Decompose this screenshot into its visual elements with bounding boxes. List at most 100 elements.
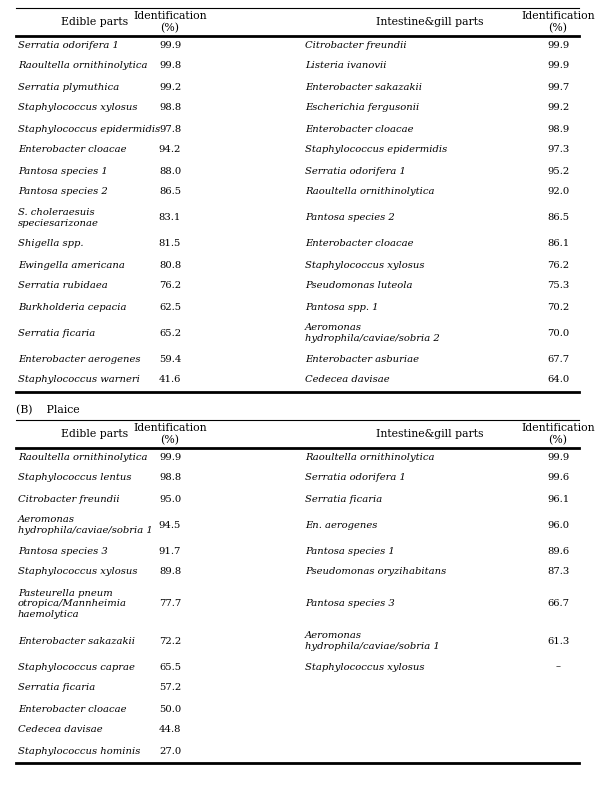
Text: 99.8: 99.8	[159, 62, 181, 70]
Text: Aeromonas
hydrophila/caviae/sobria 2: Aeromonas hydrophila/caviae/sobria 2	[305, 324, 440, 343]
Text: Identification
(%): Identification (%)	[133, 423, 207, 445]
Text: 99.9: 99.9	[547, 452, 569, 461]
Text: Cedecea davisae: Cedecea davisae	[305, 376, 390, 384]
Text: Burkholderia cepacia: Burkholderia cepacia	[18, 302, 127, 312]
Text: 64.0: 64.0	[547, 376, 569, 384]
Text: Staphylococcus xylosus: Staphylococcus xylosus	[18, 104, 137, 112]
Text: Staphylococcus hominis: Staphylococcus hominis	[18, 747, 140, 755]
Text: 98.8: 98.8	[159, 104, 181, 112]
Text: Pseudomonas oryzihabitans: Pseudomonas oryzihabitans	[305, 567, 446, 577]
Text: Aeromonas
hydrophila/caviae/sobria 1: Aeromonas hydrophila/caviae/sobria 1	[305, 631, 440, 651]
Text: 87.3: 87.3	[547, 567, 569, 577]
Text: 96.0: 96.0	[547, 520, 569, 529]
Text: Pantosa species 2: Pantosa species 2	[18, 187, 108, 196]
Text: Intestine&gill parts: Intestine&gill parts	[376, 17, 484, 27]
Text: Edible parts: Edible parts	[61, 429, 129, 439]
Text: Raoultella ornithinolytica: Raoultella ornithinolytica	[305, 452, 434, 461]
Text: –: –	[556, 663, 560, 672]
Text: 89.8: 89.8	[159, 567, 181, 577]
Text: Pantosa species 3: Pantosa species 3	[18, 547, 108, 555]
Text: Enterobacter sakazakii: Enterobacter sakazakii	[18, 637, 135, 645]
Text: Listeria ivanovii: Listeria ivanovii	[305, 62, 387, 70]
Text: 57.2: 57.2	[159, 683, 181, 692]
Text: 92.0: 92.0	[547, 187, 569, 196]
Text: 99.7: 99.7	[547, 82, 569, 92]
Text: Staphylococcus epidermidis: Staphylococcus epidermidis	[305, 146, 447, 154]
Text: Enterobacter sakazakii: Enterobacter sakazakii	[305, 82, 422, 92]
Text: 44.8: 44.8	[159, 725, 181, 735]
Text: 97.8: 97.8	[159, 124, 181, 134]
Text: 75.3: 75.3	[547, 282, 569, 290]
Text: 86.5: 86.5	[159, 187, 181, 196]
Text: Raoultella ornithinolytica: Raoultella ornithinolytica	[305, 187, 434, 196]
Text: Edible parts: Edible parts	[61, 17, 129, 27]
Text: Pantosa spp. 1: Pantosa spp. 1	[305, 302, 378, 312]
Text: Staphylococcus warneri: Staphylococcus warneri	[18, 376, 140, 384]
Text: Pantosa species 2: Pantosa species 2	[305, 214, 394, 222]
Text: Serratia odorifera 1: Serratia odorifera 1	[305, 166, 406, 176]
Text: Serratia plymuthica: Serratia plymuthica	[18, 82, 119, 92]
Text: (B)    Plaice: (B) Plaice	[16, 405, 80, 415]
Text: Shigella spp.: Shigella spp.	[18, 240, 83, 248]
Text: Staphylococcus caprae: Staphylococcus caprae	[18, 663, 135, 672]
Text: 98.9: 98.9	[547, 124, 569, 134]
Text: Serratia ficaria: Serratia ficaria	[18, 328, 95, 338]
Text: 83.1: 83.1	[159, 214, 181, 222]
Text: 99.9: 99.9	[159, 40, 181, 50]
Text: 95.0: 95.0	[159, 494, 181, 504]
Text: 70.0: 70.0	[547, 328, 569, 338]
Text: 86.5: 86.5	[547, 214, 569, 222]
Text: Staphylococcus xylosus: Staphylococcus xylosus	[18, 567, 137, 577]
Text: Serratia rubidaea: Serratia rubidaea	[18, 282, 108, 290]
Text: Escherichia fergusonii: Escherichia fergusonii	[305, 104, 419, 112]
Text: Staphylococcus xylosus: Staphylococcus xylosus	[305, 663, 424, 672]
Text: Citrobacter freundii: Citrobacter freundii	[305, 40, 406, 50]
Text: 65.2: 65.2	[159, 328, 181, 338]
Text: Staphylococcus epidermidis: Staphylococcus epidermidis	[18, 124, 160, 134]
Text: 99.2: 99.2	[159, 82, 181, 92]
Text: 76.2: 76.2	[547, 260, 569, 270]
Text: Identification
(%): Identification (%)	[133, 11, 207, 33]
Text: Raoultella ornithinolytica: Raoultella ornithinolytica	[18, 62, 148, 70]
Text: 66.7: 66.7	[547, 600, 569, 608]
Text: 99.9: 99.9	[159, 452, 181, 461]
Text: Enterobacter cloacae: Enterobacter cloacae	[305, 124, 414, 134]
Text: 99.9: 99.9	[547, 62, 569, 70]
Text: Staphylococcus xylosus: Staphylococcus xylosus	[305, 260, 424, 270]
Text: Aeromonas
hydrophila/caviae/sobria 1: Aeromonas hydrophila/caviae/sobria 1	[18, 515, 153, 535]
Text: 59.4: 59.4	[159, 354, 181, 364]
Text: 99.9: 99.9	[547, 40, 569, 50]
Text: 62.5: 62.5	[159, 302, 181, 312]
Text: 98.8: 98.8	[159, 474, 181, 483]
Text: 65.5: 65.5	[159, 663, 181, 672]
Text: Serratia odorifera 1: Serratia odorifera 1	[305, 474, 406, 483]
Text: 41.6: 41.6	[159, 376, 181, 384]
Text: 50.0: 50.0	[159, 705, 181, 713]
Text: 67.7: 67.7	[547, 354, 569, 364]
Text: En. aerogenes: En. aerogenes	[305, 520, 377, 529]
Text: 95.2: 95.2	[547, 166, 569, 176]
Text: 91.7: 91.7	[159, 547, 181, 555]
Text: Enterobacter cloacae: Enterobacter cloacae	[18, 146, 127, 154]
Text: 27.0: 27.0	[159, 747, 181, 755]
Text: 99.6: 99.6	[547, 474, 569, 483]
Text: Pseudomonas luteola: Pseudomonas luteola	[305, 282, 412, 290]
Text: 94.5: 94.5	[159, 520, 181, 529]
Text: Pantosa species 3: Pantosa species 3	[305, 600, 394, 608]
Text: 80.8: 80.8	[159, 260, 181, 270]
Text: Identification
(%): Identification (%)	[521, 423, 595, 445]
Text: 76.2: 76.2	[159, 282, 181, 290]
Text: 70.2: 70.2	[547, 302, 569, 312]
Text: Enterobacter aerogenes: Enterobacter aerogenes	[18, 354, 140, 364]
Text: Staphylococcus lentus: Staphylococcus lentus	[18, 474, 131, 483]
Text: Serratia ficaria: Serratia ficaria	[305, 494, 382, 504]
Text: 99.2: 99.2	[547, 104, 569, 112]
Text: Pasteurella pneum
otropica/Mannheimia
haemolytica: Pasteurella pneum otropica/Mannheimia ha…	[18, 589, 127, 619]
Text: Serratia odorifera 1: Serratia odorifera 1	[18, 40, 119, 50]
Text: 72.2: 72.2	[159, 637, 181, 645]
Text: 89.6: 89.6	[547, 547, 569, 555]
Text: Cedecea davisae: Cedecea davisae	[18, 725, 102, 735]
Text: S. choleraesuis
speciesarizonae: S. choleraesuis speciesarizonae	[18, 208, 99, 228]
Text: Pantosa species 1: Pantosa species 1	[18, 166, 108, 176]
Text: Enterobacter cloacae: Enterobacter cloacae	[18, 705, 127, 713]
